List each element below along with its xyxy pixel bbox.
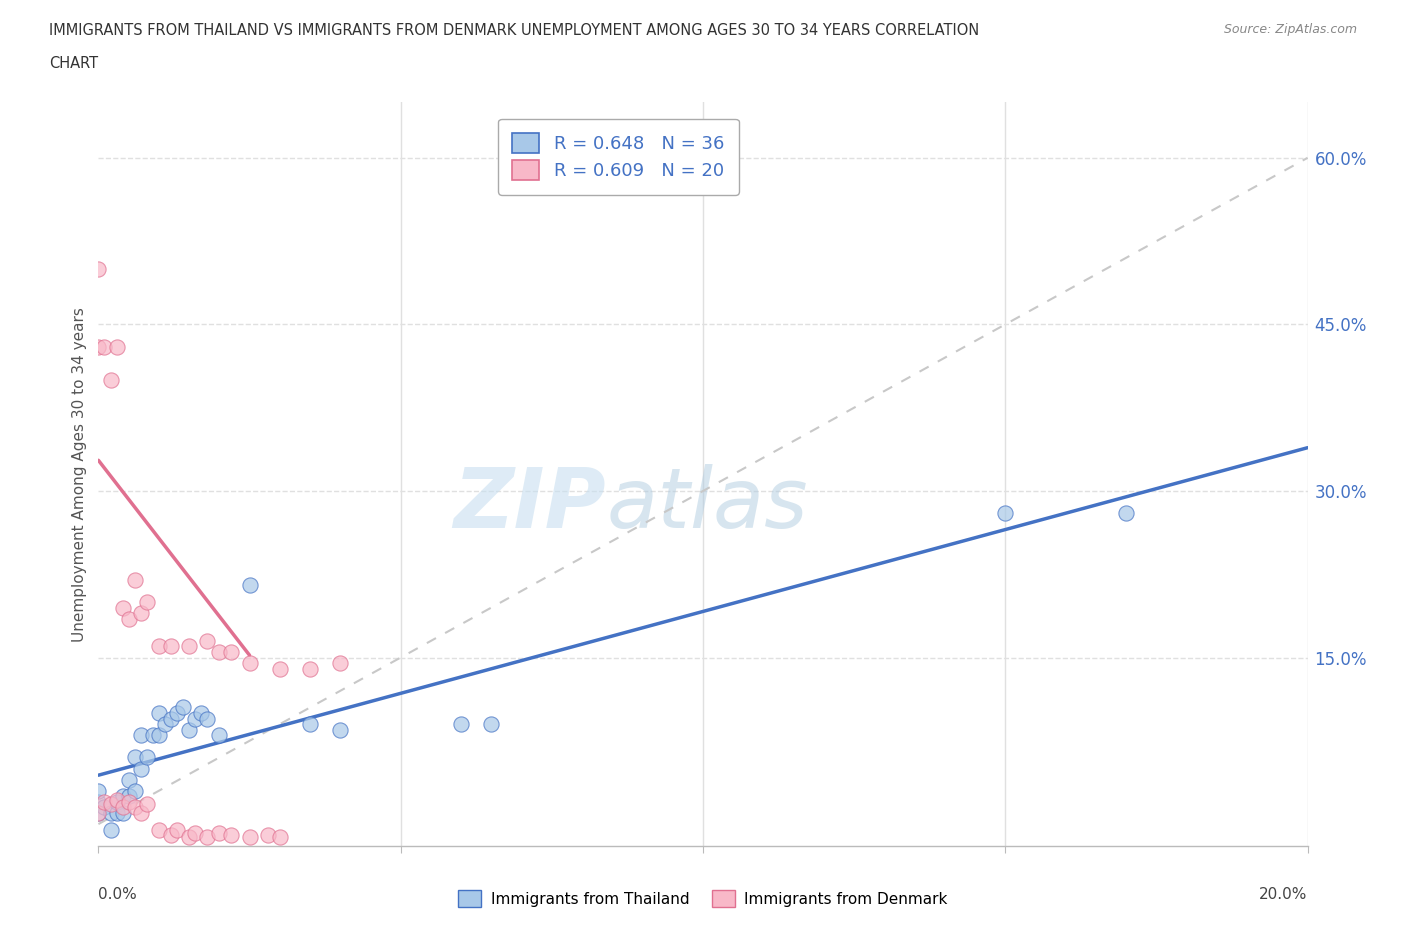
- Text: IMMIGRANTS FROM THAILAND VS IMMIGRANTS FROM DENMARK UNEMPLOYMENT AMONG AGES 30 T: IMMIGRANTS FROM THAILAND VS IMMIGRANTS F…: [49, 23, 980, 38]
- Point: [124, 572, 146, 587]
- Point: [111, 800, 134, 815]
- Point: [111, 789, 134, 804]
- Point: [179, 830, 201, 844]
- Point: [118, 789, 141, 804]
- Point: [135, 594, 157, 609]
- Point: [118, 794, 141, 809]
- Point: [208, 826, 231, 841]
- Point: [269, 661, 291, 676]
- Point: [124, 783, 146, 798]
- Point: [179, 723, 201, 737]
- Point: [208, 728, 231, 743]
- Point: [105, 339, 128, 354]
- Point: [179, 639, 201, 654]
- Point: [105, 794, 128, 809]
- Text: Source: ZipAtlas.com: Source: ZipAtlas.com: [1223, 23, 1357, 36]
- Point: [100, 797, 122, 812]
- Text: 0.0%: 0.0%: [98, 887, 138, 902]
- Point: [195, 711, 218, 726]
- Point: [256, 828, 278, 843]
- Point: [299, 717, 322, 732]
- Point: [184, 826, 207, 841]
- Point: [93, 339, 115, 354]
- Point: [100, 822, 122, 837]
- Point: [160, 639, 183, 654]
- Point: [329, 656, 352, 671]
- Point: [172, 700, 194, 715]
- Point: [100, 805, 122, 820]
- Point: [1115, 506, 1137, 521]
- Point: [135, 797, 157, 812]
- Point: [111, 805, 134, 820]
- Point: [166, 706, 188, 721]
- Point: [118, 611, 141, 626]
- Point: [87, 783, 110, 798]
- Point: [221, 644, 243, 659]
- Point: [87, 805, 110, 820]
- Text: CHART: CHART: [49, 56, 98, 71]
- Point: [124, 750, 146, 764]
- Point: [153, 717, 176, 732]
- Point: [299, 661, 322, 676]
- Point: [184, 711, 207, 726]
- Point: [124, 800, 146, 815]
- Point: [239, 830, 262, 844]
- Point: [208, 644, 231, 659]
- Point: [329, 723, 352, 737]
- Point: [111, 600, 134, 615]
- Point: [87, 339, 110, 354]
- Point: [239, 578, 262, 592]
- Point: [135, 750, 157, 764]
- Point: [87, 805, 110, 820]
- Point: [190, 706, 212, 721]
- Point: [93, 794, 115, 809]
- Point: [93, 800, 115, 815]
- Text: ZIP: ZIP: [454, 463, 606, 545]
- Point: [148, 728, 170, 743]
- Text: atlas: atlas: [606, 463, 808, 545]
- Legend: Immigrants from Thailand, Immigrants from Denmark: Immigrants from Thailand, Immigrants fro…: [453, 884, 953, 913]
- Point: [166, 822, 188, 837]
- Point: [450, 717, 472, 732]
- Text: 20.0%: 20.0%: [1260, 887, 1308, 902]
- Point: [221, 828, 243, 843]
- Legend: R = 0.648   N = 36, R = 0.609   N = 20: R = 0.648 N = 36, R = 0.609 N = 20: [498, 119, 738, 194]
- Point: [105, 805, 128, 820]
- Point: [148, 706, 170, 721]
- Point: [160, 828, 183, 843]
- Point: [195, 633, 218, 648]
- Point: [269, 830, 291, 844]
- Point: [994, 506, 1017, 521]
- Point: [129, 728, 152, 743]
- Point: [481, 717, 503, 732]
- Point: [129, 761, 152, 776]
- Point: [87, 794, 110, 809]
- Point: [118, 772, 141, 787]
- Point: [239, 656, 262, 671]
- Point: [160, 711, 183, 726]
- Point: [105, 792, 128, 807]
- Point: [195, 830, 218, 844]
- Point: [148, 639, 170, 654]
- Point: [100, 373, 122, 388]
- Point: [129, 605, 152, 620]
- Point: [87, 261, 110, 276]
- Y-axis label: Unemployment Among Ages 30 to 34 years: Unemployment Among Ages 30 to 34 years: [72, 307, 87, 642]
- Point: [148, 822, 170, 837]
- Point: [129, 805, 152, 820]
- Point: [142, 728, 165, 743]
